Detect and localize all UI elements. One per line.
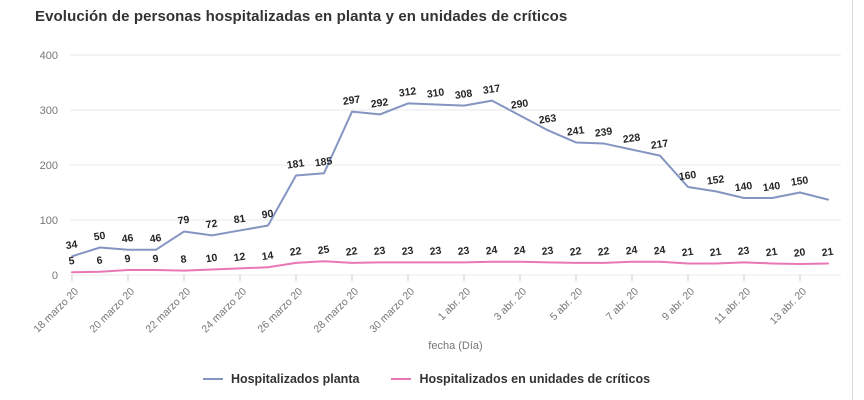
svg-text:24: 24 — [485, 244, 498, 258]
svg-text:81: 81 — [233, 213, 246, 227]
series-line-1[interactable] — [71, 260, 829, 274]
svg-text:152: 152 — [706, 173, 725, 187]
svg-text:308: 308 — [454, 87, 473, 101]
svg-text:21: 21 — [821, 246, 834, 260]
svg-text:24: 24 — [653, 244, 666, 258]
svg-text:22: 22 — [289, 245, 302, 259]
svg-text:140: 140 — [734, 180, 753, 194]
svg-text:24: 24 — [513, 244, 526, 258]
panel-divider — [852, 0, 853, 400]
chart-legend: Hospitalizados planta Hospitalizados en … — [0, 372, 853, 386]
series-point-labels-1: 5 6 9 9 8 10 12 14 22 25 22 23 23 23 23 24 24 23 22 22 24 24 2… — [68, 244, 835, 268]
svg-text:22: 22 — [345, 245, 358, 259]
svg-text:21: 21 — [709, 246, 722, 260]
svg-text:0: 0 — [52, 270, 58, 282]
svg-text:22: 22 — [597, 245, 610, 259]
svg-text:50: 50 — [93, 230, 106, 244]
svg-text:150: 150 — [790, 174, 809, 188]
svg-text:3 abr. 20: 3 abr. 20 — [492, 286, 529, 323]
svg-text:23: 23 — [373, 245, 386, 259]
svg-text:20: 20 — [793, 246, 806, 260]
legend-item-criticos[interactable]: Hospitalizados en unidades de críticos — [391, 372, 650, 386]
svg-text:46: 46 — [149, 232, 162, 246]
svg-text:317: 317 — [482, 82, 501, 96]
svg-text:241: 241 — [566, 124, 585, 138]
svg-text:9: 9 — [124, 253, 132, 266]
svg-text:200: 200 — [40, 160, 58, 172]
svg-text:21: 21 — [681, 246, 694, 260]
svg-text:5 abr. 20: 5 abr. 20 — [548, 286, 585, 323]
svg-text:185: 185 — [314, 155, 333, 169]
svg-text:21: 21 — [765, 246, 778, 260]
svg-text:100: 100 — [40, 215, 58, 227]
legend-line-marker-criticos — [391, 378, 412, 380]
svg-text:217: 217 — [650, 137, 669, 151]
svg-text:14: 14 — [261, 250, 274, 264]
svg-text:90: 90 — [261, 208, 274, 222]
series-line-0[interactable] — [71, 99, 829, 258]
svg-text:239: 239 — [594, 125, 613, 139]
x-axis-title: fecha (Día) — [428, 340, 483, 352]
legend-item-planta[interactable]: Hospitalizados planta — [202, 372, 360, 386]
svg-text:23: 23 — [401, 245, 414, 259]
legend-line-marker-planta — [202, 378, 223, 380]
gridlines — [70, 54, 841, 276]
legend-label-criticos: Hospitalizados en unidades de críticos — [419, 372, 651, 386]
x-axis-ticks — [71, 275, 801, 281]
svg-text:160: 160 — [678, 169, 697, 183]
series-point-labels-0: 34 50 46 46 79 72 81 90 181 185 297 292 312 310 308 317… — [65, 82, 809, 252]
svg-text:25: 25 — [317, 244, 330, 258]
svg-text:140: 140 — [762, 180, 781, 194]
svg-text:13 abr. 20: 13 abr. 20 — [768, 286, 810, 328]
svg-text:24: 24 — [625, 244, 638, 258]
svg-text:290: 290 — [510, 97, 529, 111]
svg-text:24 marzo 20: 24 marzo 20 — [199, 286, 249, 336]
svg-text:26 marzo 20: 26 marzo 20 — [255, 286, 305, 336]
svg-text:7 abr. 20: 7 abr. 20 — [604, 286, 641, 323]
svg-text:292: 292 — [370, 96, 389, 110]
svg-text:263: 263 — [538, 112, 557, 126]
svg-text:46: 46 — [121, 232, 134, 246]
svg-text:310: 310 — [426, 86, 445, 100]
svg-text:30 marzo 20: 30 marzo 20 — [367, 286, 417, 336]
svg-text:79: 79 — [177, 214, 190, 228]
svg-text:22: 22 — [569, 245, 582, 259]
svg-text:11 abr. 20: 11 abr. 20 — [712, 286, 753, 327]
svg-text:72: 72 — [205, 218, 218, 232]
y-axis-labels: 0 100 200 300 400 — [40, 50, 58, 282]
svg-text:12: 12 — [233, 251, 246, 265]
svg-text:23: 23 — [541, 245, 554, 259]
svg-text:34: 34 — [65, 239, 78, 253]
svg-text:312: 312 — [398, 85, 417, 99]
svg-text:6: 6 — [96, 254, 104, 267]
svg-text:1 abr. 20: 1 abr. 20 — [436, 286, 473, 323]
svg-text:9: 9 — [152, 253, 160, 266]
svg-text:23: 23 — [457, 245, 470, 259]
svg-text:300: 300 — [40, 105, 58, 117]
svg-text:400: 400 — [40, 50, 58, 62]
svg-text:22 marzo 20: 22 marzo 20 — [143, 286, 193, 336]
svg-text:228: 228 — [622, 131, 641, 145]
svg-text:23: 23 — [737, 245, 750, 259]
svg-text:8: 8 — [180, 253, 188, 266]
svg-text:181: 181 — [286, 157, 305, 171]
svg-text:9 abr. 20: 9 abr. 20 — [660, 286, 697, 323]
svg-text:23: 23 — [429, 245, 442, 259]
svg-text:297: 297 — [342, 93, 361, 107]
legend-label-planta: Hospitalizados planta — [230, 372, 360, 386]
x-axis-labels: 18 marzo 20 20 marzo 20 22 marzo 20 24 marz… — [31, 286, 809, 336]
svg-text:20 marzo 20: 20 marzo 20 — [87, 286, 137, 336]
svg-text:28 marzo 20: 28 marzo 20 — [311, 286, 361, 336]
chart-title: Evolución de personas hospitalizadas en … — [35, 8, 568, 25]
svg-text:18 marzo 20: 18 marzo 20 — [31, 286, 81, 336]
svg-text:10: 10 — [205, 252, 218, 266]
svg-text:5: 5 — [68, 255, 76, 268]
